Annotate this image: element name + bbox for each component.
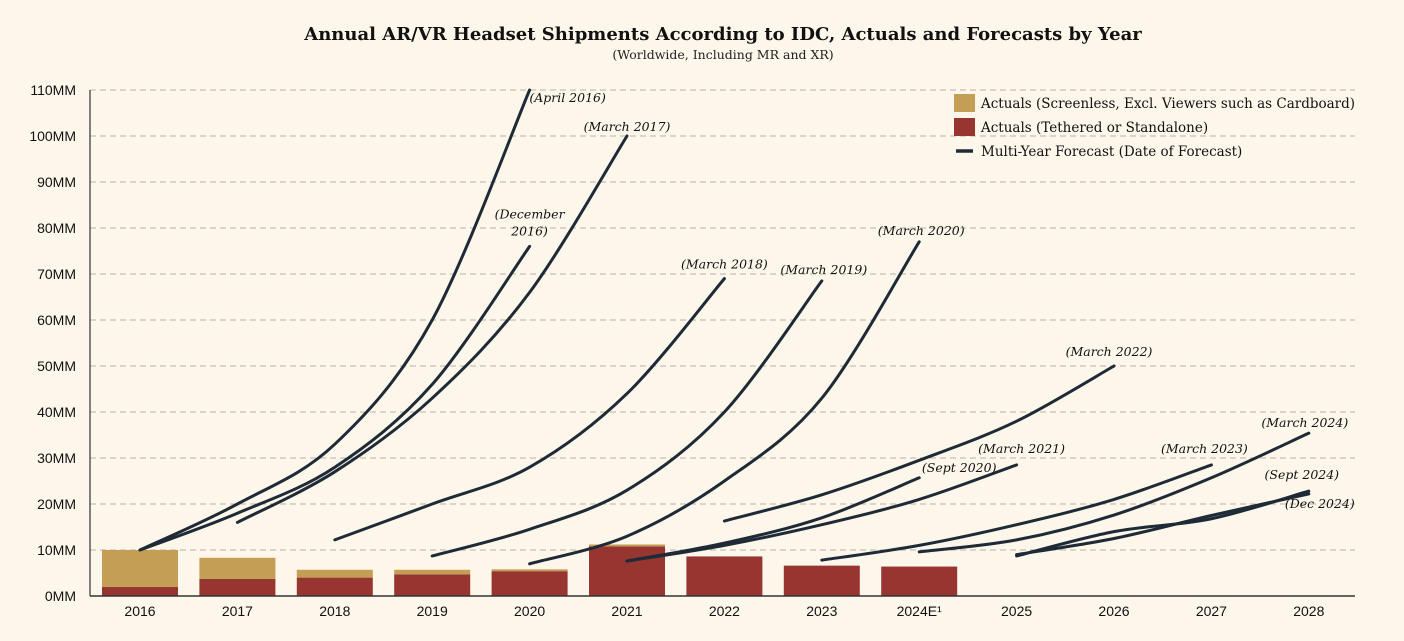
x-tick-label: 2028 (1293, 603, 1324, 619)
x-tick-label: 2027 (1196, 603, 1227, 619)
forecast-label: (Sept 2024) (1265, 467, 1340, 482)
bar-tethered (199, 578, 276, 596)
bar-screenless (102, 550, 178, 587)
forecast-line (333, 277, 726, 542)
forecast-label: (March 2021) (978, 441, 1065, 456)
forecast-line (138, 88, 532, 552)
forecast-line (917, 431, 1311, 554)
y-tick-label: 70MM (37, 266, 76, 282)
forecast-label: (April 2016) (529, 90, 606, 105)
x-tick-label: 2021 (611, 603, 642, 619)
bar-tethered (102, 586, 178, 596)
forecast-label: (March 2020) (878, 223, 965, 238)
forecast-label-line: (March 2020) (878, 223, 965, 238)
forecast-line (528, 240, 921, 566)
forecast-label: (March 2019) (780, 262, 867, 277)
forecast-label: (March 2022) (1066, 344, 1153, 359)
bar-tethered (296, 577, 373, 596)
x-tick-label: 2020 (514, 603, 545, 619)
bar-tethered (686, 556, 763, 596)
bar-tethered (491, 571, 568, 596)
bar-tethered (589, 546, 665, 596)
legend-label: Multi-Year Forecast (Date of Forecast) (981, 144, 1242, 160)
forecast-line (1015, 492, 1311, 557)
forecast-label: (December 2016) (495, 206, 566, 238)
y-tick-label: 110MM (30, 82, 76, 98)
y-tick-label: 30MM (37, 450, 76, 466)
forecast-label-line: (Sept 2024) (1265, 467, 1340, 482)
forecast-label: (March 2018) (681, 257, 768, 272)
x-tick-label: 2024E¹ (897, 603, 942, 619)
legend: Actuals (Screenless, Excl. Viewers such … (954, 94, 1355, 160)
y-tick-label: 10MM (37, 542, 76, 558)
bar-screenless (491, 569, 568, 572)
y-tick-label: 100MM (29, 128, 76, 144)
y-tick-label: 40MM (37, 404, 76, 420)
forecast-label-line: (March 2021) (978, 441, 1065, 456)
legend-swatch (954, 94, 975, 112)
x-tick-label: 2022 (709, 603, 740, 619)
forecast-label-line: (March 2024) (1261, 415, 1348, 430)
forecast-label-line: (March 2022) (1066, 344, 1153, 359)
forecast-label-line: (March 2019) (780, 262, 867, 277)
forecast-line (820, 463, 1213, 562)
legend-swatch (954, 118, 975, 136)
bar-tethered (881, 566, 958, 596)
legend-label: Actuals (Tethered or Standalone) (980, 120, 1208, 136)
forecast-line (722, 364, 1116, 523)
x-tick-label: 2016 (124, 603, 155, 619)
bar-tethered (783, 565, 860, 596)
bar-screenless (296, 569, 373, 578)
y-tick-label: 80MM (37, 220, 76, 236)
x-tick-label: 2026 (1098, 603, 1129, 619)
forecast-label-line: (March 2023) (1161, 441, 1248, 456)
legend-label: Actuals (Screenless, Excl. Viewers such … (980, 96, 1355, 112)
x-tick-label: 2025 (1001, 603, 1032, 619)
y-tick-label: 50MM (37, 358, 76, 374)
forecast-label-line: (April 2016) (529, 90, 606, 105)
x-tick-label: 2019 (417, 603, 448, 619)
forecast-label-line: (March 2017) (584, 119, 671, 134)
forecast-label-line: 2016) (510, 223, 548, 238)
x-tick-label: 2017 (222, 603, 253, 619)
forecast-label: (March 2023) (1161, 441, 1248, 456)
bar-tethered (394, 574, 471, 596)
forecast-line (430, 279, 824, 558)
forecast-line (235, 134, 629, 524)
forecast-label-line: (March 2018) (681, 257, 768, 272)
chart-subtitle: (Worldwide, Including MR and XR) (612, 47, 833, 62)
bar-screenless (199, 557, 276, 579)
forecast-line (138, 244, 532, 552)
x-tick-label: 2018 (319, 603, 350, 619)
bar-screenless (589, 544, 665, 547)
y-tick-label: 90MM (37, 174, 76, 190)
forecast-label-line: (December (495, 206, 566, 221)
bar-screenless (394, 569, 471, 575)
forecast-label: (March 2017) (584, 119, 671, 134)
forecast-label-line: (Sept 2020) (922, 460, 997, 475)
y-tick-label: 60MM (37, 312, 76, 328)
forecast-label: (Dec 2024) (1285, 496, 1355, 511)
forecast-label-line: (Dec 2024) (1285, 496, 1355, 511)
x-tick-label: 2023 (806, 603, 837, 619)
chart-title: Annual AR/VR Headset Shipments According… (303, 24, 1142, 45)
y-tick-label: 0MM (45, 588, 76, 604)
forecast-label: (March 2024) (1261, 415, 1348, 430)
y-tick-label: 20MM (37, 496, 76, 512)
forecast-line (625, 463, 1019, 563)
forecast-label: (Sept 2020) (922, 460, 997, 475)
